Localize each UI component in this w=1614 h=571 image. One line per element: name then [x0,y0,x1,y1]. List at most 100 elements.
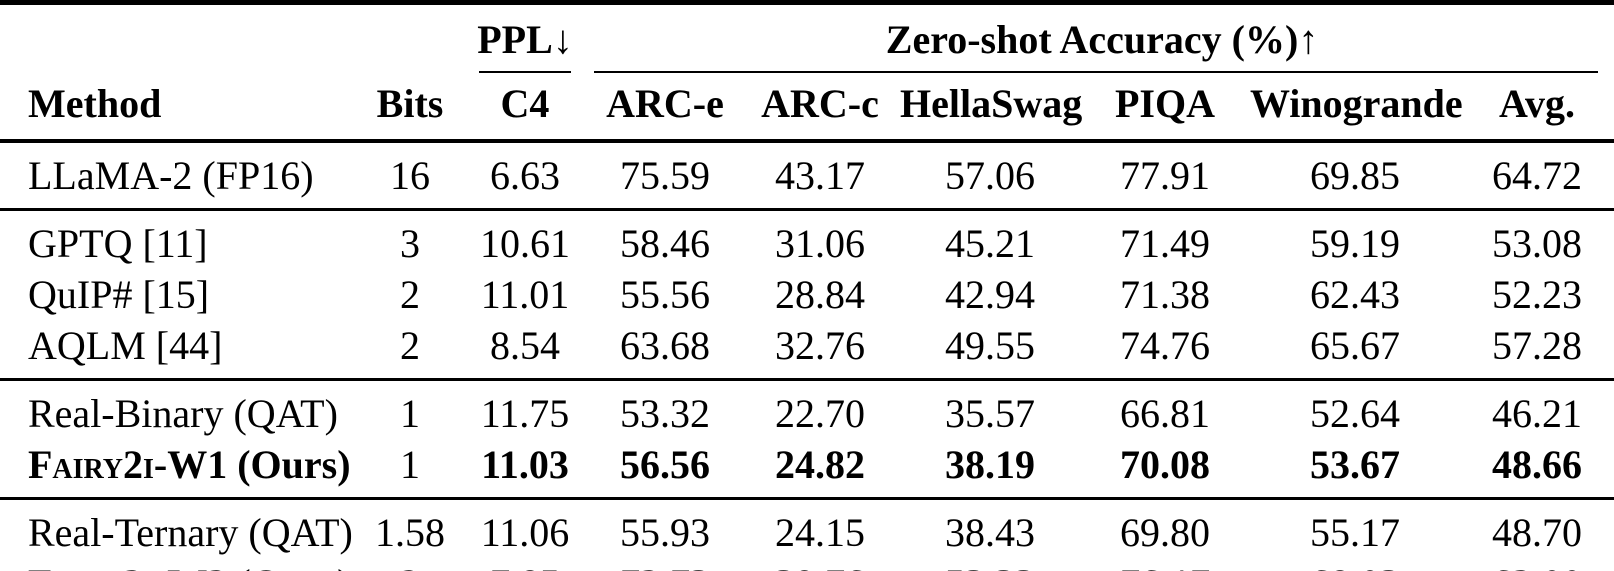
value-cell: 56.56 [620,442,710,487]
value-cell: 24.15 [740,497,900,558]
table-row: Real-Binary (QAT) 1 11.75 53.32 22.70 35.57 66… [0,378,1614,439]
method-name: AQLM [44] [28,323,223,368]
method-cell: QuIP# [15] [0,269,360,320]
value-cell: 74.76 [1120,323,1210,368]
value-cell: 11.03 [481,442,569,487]
value-cell: 11.75 [460,378,590,439]
col-header-method: Method [0,73,360,143]
value-cell: 66.81 [1080,378,1250,439]
value-cell: 57.06 [945,153,1035,198]
value-cell: 48.66 [1492,442,1583,487]
method-name: Real-Binary (QAT) [28,391,338,436]
value-cell: 77.91 [1120,153,1210,198]
col-header-hellaswag: HellaSwag [900,73,1082,143]
table-row: Real-Ternary (QAT) 1.58 11.06 55.93 24.15 38.… [0,497,1614,558]
value-cell: 43.17 [775,153,865,198]
method-name: LLaMA-2 (FP16) [28,153,314,198]
value-cell: 65.67 [1310,323,1400,368]
method-cell: AQLM [44] [0,320,360,380]
value-cell: 59.19 [1250,208,1460,269]
value-cell: 35.57 [900,378,1080,439]
value-cell: 71.49 [1080,208,1250,269]
value-cell: 28.84 [775,272,865,317]
table-row: Fairy2i-W2 (Ours)27.8572.7339.7653.3376.… [0,558,1614,571]
value-cell: 63.68 [620,323,710,368]
value-cell: 75.59 [620,153,710,198]
ppl-group-header: PPL↓ [460,3,590,73]
table-row: AQLM [44] 2 8.54 63.68 32.76 49.55 74.76 65.67 5… [0,320,1614,380]
method-cell: LLaMA-2 (FP16) [0,141,360,210]
value-cell: 70.08 [1120,442,1210,487]
method-suffix: (Ours) [227,442,351,487]
bits-cell: 2 [400,272,420,317]
value-cell: 7.85 [460,558,590,571]
bits-cell: 3 [360,208,460,269]
col-header-piqa: PIQA [1080,73,1250,143]
value-cell: 8.54 [490,323,560,368]
value-cell: 6.63 [490,153,560,198]
col-header-bits: Bits [360,73,460,143]
value-cell: 72.73 [590,558,740,571]
value-cell: 42.94 [945,272,1035,317]
method-name: Fairy2i-W2 [28,561,227,571]
value-cell: 58.46 [590,208,740,269]
value-cell: 53.67 [1310,442,1400,487]
value-cell: 55.56 [620,272,710,317]
method-cell: Real-Ternary (QAT) [0,497,360,558]
col-header-arc-e: ARC-e [590,73,740,143]
column-header-row: Method Bits C4 ARC-e ARC-c HellaSwag PIQ… [0,73,1614,143]
value-cell: 45.21 [900,208,1080,269]
header-group-spacer [0,3,460,74]
value-cell: 11.01 [480,272,570,317]
col-header-arc-c: ARC-c [740,73,900,143]
bits-cell: 1 [400,442,420,487]
value-cell: 48.70 [1460,497,1614,558]
value-cell: 53.08 [1460,208,1614,269]
table-body: LLaMA-2 (FP16) 16 6.63 75.59 43.17 57.06 77.91… [0,141,1614,571]
value-cell: 64.72 [1492,153,1583,198]
value-cell: 69.80 [1080,497,1250,558]
method-name: Real-Ternary (QAT) [28,510,353,555]
value-cell: 24.82 [775,442,865,487]
table-row: LLaMA-2 (FP16) 16 6.63 75.59 43.17 57.06 77.91… [0,141,1614,210]
zeroshot-underline [594,71,1599,73]
method-name: Fairy2i-W1 [28,442,228,487]
value-cell: 53.32 [590,378,740,439]
ppl-group-label: PPL↓ [477,17,573,62]
bits-cell: 16 [390,153,430,198]
value-cell: 10.61 [460,208,590,269]
value-cell: 32.76 [775,323,865,368]
value-cell: 39.76 [740,558,900,571]
table-row: Fairy2i-W1 (Ours) 1 11.03 56.56 24.82 38.19 70… [0,439,1614,499]
value-cell: 57.28 [1492,323,1583,368]
method-cell: GPTQ [11] [0,208,360,269]
value-cell: 49.55 [945,323,1035,368]
bits-cell: 2 [360,558,460,571]
value-cell: 22.70 [740,378,900,439]
zeroshot-group-header: Zero-shot Accuracy (%)↑ [590,3,1614,73]
value-cell: 53.33 [900,558,1080,571]
method-cell: Fairy2i-W2 (Ours) [0,558,360,571]
table-row: GPTQ [11] 3 10.61 58.46 31.06 45.21 71.49 59.19… [0,208,1614,269]
value-cell: 46.21 [1460,378,1614,439]
value-cell: 71.38 [1120,272,1210,317]
ppl-underline [479,71,571,73]
zeroshot-group-label: Zero-shot Accuracy (%)↑ [885,17,1319,62]
value-cell: 62.43 [1310,272,1400,317]
col-header-c4: C4 [460,73,590,143]
table-row: QuIP# [15] 2 11.01 55.56 28.84 42.94 71.38 62.4… [0,269,1614,320]
bits-cell: 1.58 [360,497,460,558]
value-cell: 38.43 [900,497,1080,558]
method-cell: Real-Binary (QAT) [0,378,360,439]
value-cell: 11.06 [460,497,590,558]
method-name: QuIP# [15] [28,272,210,317]
value-cell: 31.06 [740,208,900,269]
value-cell: 55.93 [590,497,740,558]
value-cell: 76.17 [1080,558,1250,571]
value-cell: 52.23 [1492,272,1583,317]
method-name: GPTQ [11] [28,221,208,266]
value-cell: 55.17 [1250,497,1460,558]
col-header-winogrande: Winogrande [1250,73,1463,143]
